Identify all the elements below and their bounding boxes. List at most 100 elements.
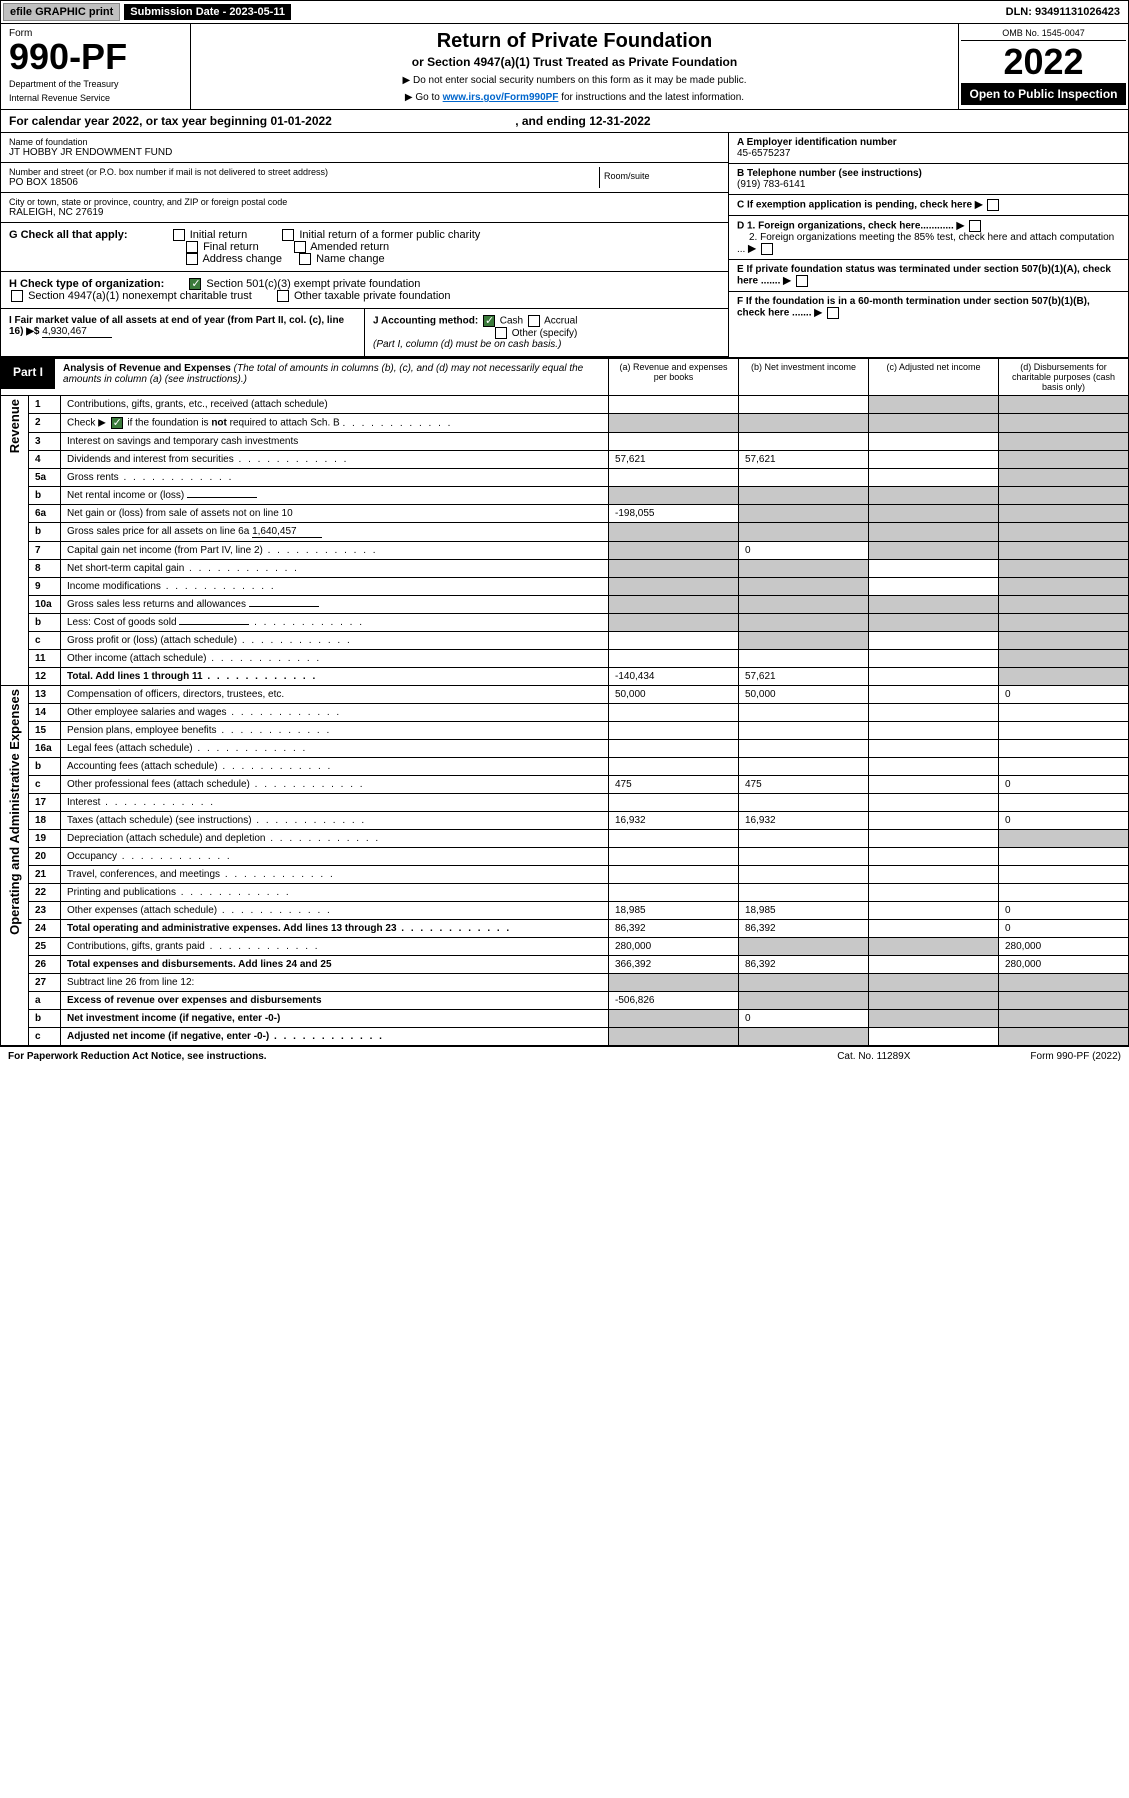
chk-e[interactable] <box>796 275 808 287</box>
cell-a: 18,985 <box>609 902 739 920</box>
cell-b <box>739 396 869 414</box>
row-num: 12 <box>29 668 61 686</box>
chk-other-taxable[interactable] <box>277 290 289 302</box>
cell-d <box>999 451 1129 469</box>
row-desc: Occupancy <box>61 848 609 866</box>
cell-b <box>739 704 869 722</box>
row-num: 18 <box>29 812 61 830</box>
cell-a <box>609 1028 739 1046</box>
cell-b <box>739 469 869 487</box>
col-b-header: (b) Net investment income <box>739 359 869 396</box>
cell-d: 0 <box>999 902 1129 920</box>
cell-d <box>999 1010 1129 1028</box>
cell-c <box>869 938 999 956</box>
ein-label: A Employer identification number <box>737 137 1120 148</box>
footer-right: Form 990-PF (2022) <box>1030 1051 1121 1062</box>
cell-d <box>999 974 1129 992</box>
cell-b: 0 <box>739 542 869 560</box>
cell-c <box>869 848 999 866</box>
cell-b <box>739 866 869 884</box>
cell-b <box>739 758 869 776</box>
row-num: 5a <box>29 469 61 487</box>
chk-final-return[interactable] <box>186 241 198 253</box>
row-num: 22 <box>29 884 61 902</box>
h-row: H Check type of organization: Section 50… <box>1 272 728 309</box>
cell-a <box>609 848 739 866</box>
row-desc: Taxes (attach schedule) (see instruction… <box>61 812 609 830</box>
row-desc: Adjusted net income (if negative, enter … <box>61 1028 609 1046</box>
cell-b <box>739 794 869 812</box>
cell-b <box>739 938 869 956</box>
cell-a <box>609 542 739 560</box>
chk-c[interactable] <box>987 199 999 211</box>
cell-d: 0 <box>999 812 1129 830</box>
cell-a: 280,000 <box>609 938 739 956</box>
row-num: 2 <box>29 414 61 433</box>
chk-501c3[interactable] <box>189 278 201 290</box>
j-block: J Accounting method: Cash Accrual Other … <box>365 309 728 356</box>
chk-name-change[interactable] <box>299 253 311 265</box>
cell-c <box>869 776 999 794</box>
cell-d <box>999 866 1129 884</box>
cell-b: 86,392 <box>739 956 869 974</box>
chk-initial-former[interactable] <box>282 229 294 241</box>
cell-c <box>869 794 999 812</box>
cell-a <box>609 650 739 668</box>
row-num: 3 <box>29 433 61 451</box>
row-num: 7 <box>29 542 61 560</box>
cell-d <box>999 848 1129 866</box>
cell-b: 475 <box>739 776 869 794</box>
chk-d1[interactable] <box>969 220 981 232</box>
col-a-header: (a) Revenue and expenses per books <box>609 359 739 396</box>
chk-f[interactable] <box>827 307 839 319</box>
cell-a <box>609 740 739 758</box>
chk-amended[interactable] <box>294 241 306 253</box>
row-desc: Contributions, gifts, grants paid <box>61 938 609 956</box>
footer: For Paperwork Reduction Act Notice, see … <box>0 1046 1129 1066</box>
chk-4947[interactable] <box>11 290 23 302</box>
form-header: Form 990-PF Department of the Treasury I… <box>0 24 1129 110</box>
cell-b <box>739 632 869 650</box>
cell-a <box>609 632 739 650</box>
cell-d <box>999 487 1129 505</box>
row-num: 8 <box>29 560 61 578</box>
cell-d <box>999 722 1129 740</box>
foundation-name: JT HOBBY JR ENDOWMENT FUND <box>9 147 720 158</box>
cell-a: -140,434 <box>609 668 739 686</box>
row-desc: Income modifications <box>61 578 609 596</box>
efile-button[interactable]: efile GRAPHIC print <box>3 3 120 21</box>
chk-accrual[interactable] <box>528 315 540 327</box>
cell-d <box>999 632 1129 650</box>
chk-initial-return[interactable] <box>173 229 185 241</box>
chk-cash[interactable] <box>483 315 495 327</box>
city: RALEIGH, NC 27619 <box>9 207 720 218</box>
cell-a: 475 <box>609 776 739 794</box>
submission-date: Submission Date - 2023-05-11 <box>124 4 291 20</box>
chk-other-method[interactable] <box>495 327 507 339</box>
cell-a <box>609 974 739 992</box>
cell-c <box>869 722 999 740</box>
row-num: b <box>29 758 61 776</box>
row-desc: Travel, conferences, and meetings <box>61 866 609 884</box>
cell-c <box>869 704 999 722</box>
row-desc: Net short-term capital gain <box>61 560 609 578</box>
year-begin: 01-01-2022 <box>270 114 331 128</box>
cell-c <box>869 974 999 992</box>
revenue-side-label: Revenue <box>7 399 22 453</box>
cell-d <box>999 740 1129 758</box>
cell-b <box>739 523 869 542</box>
cell-d <box>999 614 1129 632</box>
ein: 45-6575237 <box>737 148 1120 159</box>
cell-a <box>609 1010 739 1028</box>
cell-a <box>609 487 739 505</box>
cell-b: 86,392 <box>739 920 869 938</box>
chk-addr-change[interactable] <box>186 253 198 265</box>
cell-b <box>739 505 869 523</box>
row-desc: Other professional fees (attach schedule… <box>61 776 609 794</box>
chk-d2[interactable] <box>761 243 773 255</box>
footer-mid: Cat. No. 11289X <box>837 1051 910 1062</box>
chk-sch-b[interactable] <box>111 417 123 429</box>
cell-d <box>999 523 1129 542</box>
cell-a <box>609 830 739 848</box>
form-link[interactable]: www.irs.gov/Form990PF <box>443 92 559 103</box>
